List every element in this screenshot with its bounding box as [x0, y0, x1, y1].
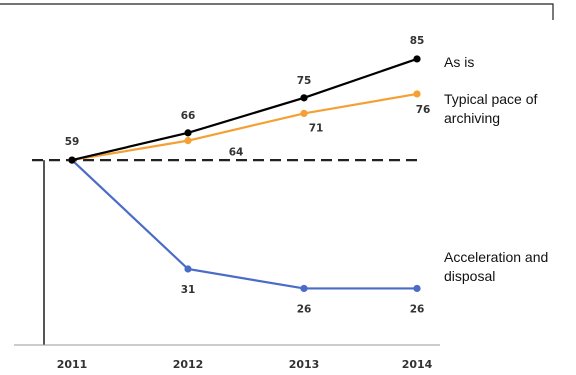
series-line	[71, 57, 418, 162]
data-label: 26	[297, 303, 312, 315]
frame-line	[0, 3, 554, 20]
data-point	[300, 284, 308, 293]
data-point	[184, 137, 192, 145]
legend-entry: Acceleration and disposal	[444, 249, 548, 284]
legend-entry: Typical pace of archiving	[444, 91, 537, 126]
x-tick-label: 2011	[57, 358, 88, 371]
series-line	[71, 159, 417, 290]
data-label: 85	[410, 35, 425, 47]
data-point	[184, 265, 192, 273]
data-point	[413, 284, 421, 293]
x-tick-label: 2013	[289, 358, 320, 371]
data-label: 75	[297, 75, 312, 87]
series-line	[71, 92, 418, 162]
x-tick-label: 2012	[173, 358, 204, 371]
data-point	[413, 55, 421, 63]
data-label: 64	[229, 147, 244, 159]
data-point	[68, 156, 76, 164]
data-label: 31	[181, 284, 196, 296]
data-label: 59	[65, 136, 80, 148]
legend-entry: As is	[444, 54, 474, 70]
data-label: 66	[181, 110, 196, 122]
x-tick-label: 2014	[402, 358, 433, 371]
data-label: 71	[309, 122, 324, 134]
data-point	[300, 94, 308, 102]
data-label: 76	[416, 104, 431, 116]
data-point	[300, 109, 308, 118]
data-point	[184, 129, 192, 137]
data-label: 26	[410, 303, 425, 315]
data-point	[413, 90, 421, 98]
